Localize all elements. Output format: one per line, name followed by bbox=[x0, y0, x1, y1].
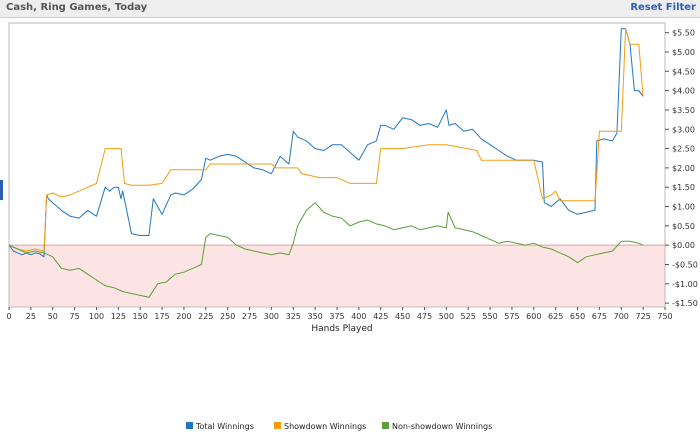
x-tick-label: 350 bbox=[307, 312, 322, 321]
x-tick-label: 250 bbox=[220, 312, 235, 321]
y-tick-label: $2.00 bbox=[672, 164, 695, 173]
x-tick-label: 150 bbox=[133, 312, 148, 321]
x-tick-label: 450 bbox=[395, 312, 410, 321]
x-tick-label: 75 bbox=[70, 312, 80, 321]
x-tick-label: 575 bbox=[504, 312, 519, 321]
winnings-chart: $5.50 $5.00 $4.50 $4.00 $3.50 $3.00 $2.50 $2.00… bbox=[6, 22, 698, 431]
x-tick-label: 750 bbox=[657, 312, 672, 321]
panel-resize-handle[interactable] bbox=[0, 180, 3, 200]
x-tick-label: 50 bbox=[48, 312, 58, 321]
series-lines bbox=[8, 28, 644, 298]
y-tick-label: $1.50 bbox=[672, 183, 695, 192]
y-tick-label: $5.50 bbox=[672, 29, 695, 38]
x-tick-label: 700 bbox=[614, 312, 629, 321]
x-tick-label: 300 bbox=[264, 312, 279, 321]
y-tick-label: $3.00 bbox=[672, 125, 695, 134]
y-tick-label: -$0.50 bbox=[672, 260, 698, 269]
series-line-1 bbox=[8, 28, 644, 252]
series-line-0 bbox=[8, 28, 644, 258]
x-tick-label: 175 bbox=[154, 312, 169, 321]
legend-swatch-2 bbox=[382, 422, 389, 429]
legend: Total Winnings Showdown Winnings Non-showd… bbox=[186, 422, 492, 431]
y-tick-label: $1.00 bbox=[672, 203, 695, 212]
y-tick-label: $0.00 bbox=[672, 241, 695, 250]
legend-label-2: Non-showdown Winnings bbox=[392, 422, 492, 431]
x-tick-label: 600 bbox=[526, 312, 541, 321]
x-axis-title: Hands Played bbox=[311, 324, 372, 334]
reset-filter-link[interactable]: Reset Filter bbox=[630, 2, 696, 13]
axes: $5.50 $5.00 $4.50 $4.00 $3.50 $3.00 $2.50 $2.00… bbox=[6, 29, 697, 334]
y-tick-label: $4.00 bbox=[672, 87, 695, 96]
x-tick-label: 200 bbox=[176, 312, 191, 321]
x-tick-label: 675 bbox=[592, 312, 607, 321]
x-tick-label: 400 bbox=[351, 312, 366, 321]
y-tick-label: $0.50 bbox=[672, 222, 695, 231]
y-tick-label: $4.50 bbox=[672, 67, 695, 76]
x-tick-label: 500 bbox=[439, 312, 454, 321]
filter-header-bar: Cash, Ring Games, Today Reset Filter bbox=[0, 0, 700, 18]
legend-label-0: Total Winnings bbox=[195, 422, 254, 431]
legend-swatch-0 bbox=[186, 422, 193, 429]
negative-region bbox=[9, 245, 665, 307]
x-tick-label: 375 bbox=[329, 312, 344, 321]
series-line-2 bbox=[8, 202, 644, 298]
x-tick-label: 475 bbox=[417, 312, 432, 321]
plot-area bbox=[8, 22, 666, 308]
x-tick-label: 725 bbox=[635, 312, 650, 321]
filter-title: Cash, Ring Games, Today bbox=[6, 2, 148, 13]
y-tick-label: $3.50 bbox=[672, 106, 695, 115]
x-tick-label: 650 bbox=[570, 312, 585, 321]
y-tick-label: $2.50 bbox=[672, 145, 695, 154]
legend-label-1: Showdown Winnings bbox=[284, 422, 366, 431]
x-tick-label: 425 bbox=[373, 312, 388, 321]
y-tick-label: $5.00 bbox=[672, 48, 695, 57]
x-tick-label: 25 bbox=[26, 312, 36, 321]
x-tick-label: 325 bbox=[286, 312, 301, 321]
x-tick-label: 125 bbox=[111, 312, 126, 321]
y-tick-label: -$1.50 bbox=[672, 299, 698, 308]
legend-swatch-1 bbox=[274, 422, 281, 429]
x-tick-label: 625 bbox=[548, 312, 563, 321]
x-tick-label: 550 bbox=[482, 312, 497, 321]
x-tick-label: 525 bbox=[461, 312, 476, 321]
x-tick-label: 275 bbox=[242, 312, 257, 321]
x-tick-label: 0 bbox=[6, 312, 11, 321]
x-tick-label: 225 bbox=[198, 312, 213, 321]
x-tick-label: 100 bbox=[89, 312, 104, 321]
y-tick-label: -$1.00 bbox=[672, 280, 698, 289]
